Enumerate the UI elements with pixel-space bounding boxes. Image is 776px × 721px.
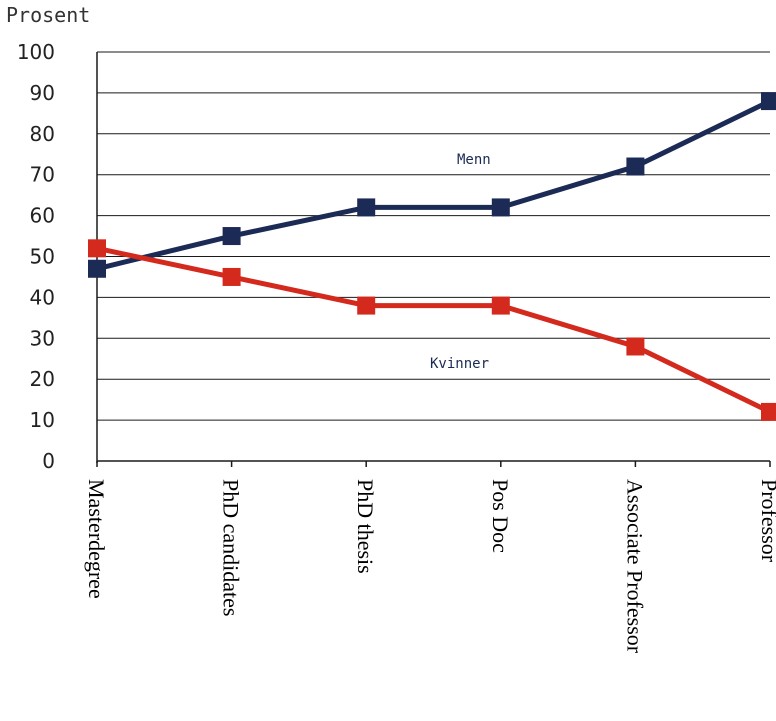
data-point-kvinner — [222, 267, 241, 286]
series-label-menn: Menn — [457, 152, 491, 168]
data-point-menn — [626, 157, 645, 176]
y-tick-label: 100 — [17, 40, 55, 64]
series-line-kvinner — [96, 245, 772, 415]
y-tick-label: 0 — [42, 449, 55, 473]
x-tick-labels: Masterdegree PhD candidates PhD thesis Pos … — [84, 479, 776, 654]
y-tick-label: 60 — [30, 204, 55, 228]
series-label-kvinner: Kvinner — [430, 356, 489, 372]
y-tick-label: 10 — [30, 408, 55, 432]
x-tick-label: Masterdegree — [84, 479, 109, 599]
axes — [96, 52, 771, 467]
y-tick-label: 80 — [30, 122, 55, 146]
x-tick-label: PhD candidates — [219, 479, 244, 616]
series-group — [88, 92, 776, 421]
x-tick-label: Professor — [757, 479, 776, 563]
data-point-menn — [357, 198, 376, 217]
x-tick-label: Pos Doc — [488, 479, 513, 553]
data-point-menn — [88, 259, 106, 278]
y-tick-label: 20 — [30, 367, 55, 391]
x-tick-label: PhD thesis — [353, 479, 378, 574]
y-tick-label: 50 — [30, 245, 55, 269]
data-point-kvinner — [761, 402, 776, 421]
y-tick-label: 40 — [30, 285, 55, 309]
data-point-menn — [761, 92, 776, 111]
data-point-kvinner — [491, 296, 510, 315]
data-point-kvinner — [357, 296, 376, 315]
data-point-kvinner — [626, 337, 645, 356]
y-tick-label: 30 — [30, 326, 55, 350]
y-tick-label: 90 — [30, 81, 55, 105]
y-tick-labels: 0 10 20 30 40 50 60 70 80 90 100 — [17, 40, 55, 473]
data-point-kvinner — [88, 239, 106, 258]
y-tick-label: 70 — [30, 163, 55, 187]
x-tick-label: Associate Professor — [622, 479, 647, 654]
gridlines — [97, 51, 770, 421]
data-point-menn — [222, 227, 241, 246]
series-line-menn — [96, 98, 772, 272]
data-point-menn — [491, 198, 510, 217]
y-axis-title: Prosent — [6, 3, 90, 27]
